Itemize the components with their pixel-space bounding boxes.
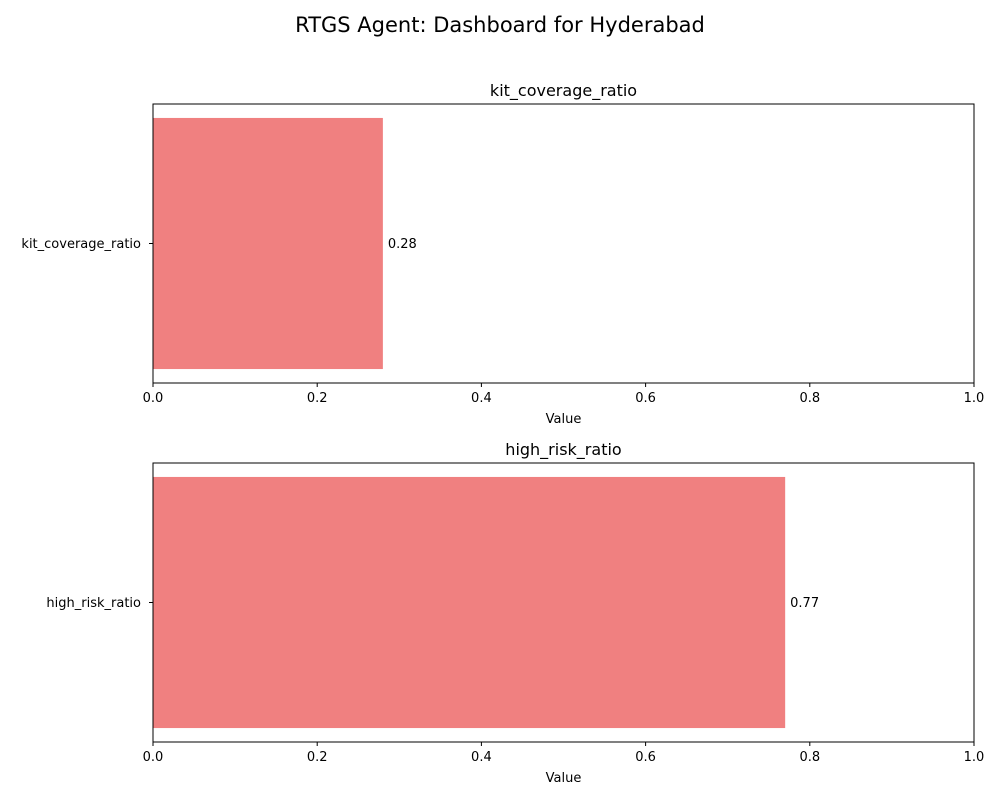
bar xyxy=(153,117,383,370)
bar-value-label: 0.77 xyxy=(790,596,819,611)
chart-panel: high_risk_ratio 0.77 high_risk_ratio 0.0 0.2… xyxy=(46,440,984,786)
x-tick-label: 0.6 xyxy=(635,391,656,406)
x-tick-label: 1.0 xyxy=(964,391,985,406)
axes-frame xyxy=(152,103,975,384)
x-axis-label: Value xyxy=(546,771,582,786)
panel-title: kit_coverage_ratio xyxy=(490,81,637,101)
x-axis-label: Value xyxy=(546,412,582,427)
x-tick-label: 0.0 xyxy=(143,391,164,406)
x-tick-label: 1.0 xyxy=(964,750,985,765)
figure-title: RTGS Agent: Dashboard for Hyderabad xyxy=(295,13,705,37)
x-tick-label: 0.0 xyxy=(143,750,164,765)
x-tick-label: 0.2 xyxy=(307,750,328,765)
axes-frame xyxy=(152,462,975,743)
chart-panels: kit_coverage_ratio 0.28 kit_coverage_ratio… xyxy=(21,81,984,786)
bar-value-label: 0.28 xyxy=(388,237,417,252)
y-tick-label: kit_coverage_ratio xyxy=(21,237,141,252)
x-tick-label: 0.8 xyxy=(799,750,820,765)
x-tick-label: 0.2 xyxy=(307,391,328,406)
chart-panel: kit_coverage_ratio 0.28 kit_coverage_ratio… xyxy=(21,81,984,427)
y-tick-label: high_risk_ratio xyxy=(46,596,141,611)
x-tick-label: 0.8 xyxy=(799,391,820,406)
x-tick-label: 0.4 xyxy=(471,750,492,765)
bar xyxy=(153,476,786,729)
x-tick-label: 0.4 xyxy=(471,391,492,406)
panel-title: high_risk_ratio xyxy=(505,440,621,460)
x-tick-label: 0.6 xyxy=(635,750,656,765)
